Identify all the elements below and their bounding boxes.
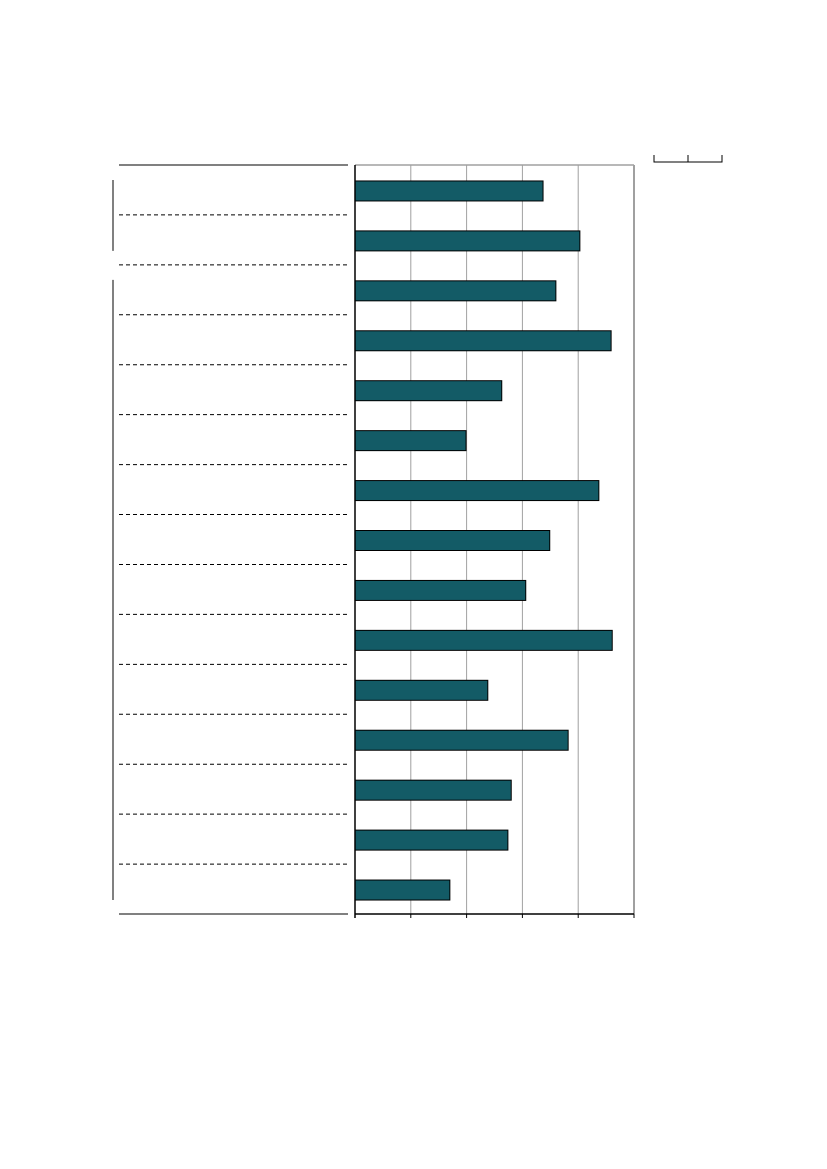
- bar: [354, 530, 551, 551]
- bar: [354, 430, 467, 452]
- bar: [354, 829, 509, 851]
- bar: [354, 180, 544, 202]
- bar: [354, 779, 512, 801]
- bar: [354, 879, 451, 901]
- bar: [354, 280, 557, 302]
- bar: [354, 729, 569, 751]
- bar: [354, 579, 527, 601]
- bar: [354, 480, 600, 502]
- scale-bracket: [653, 155, 723, 163]
- bar: [354, 629, 613, 651]
- bar: [354, 679, 489, 701]
- bar: [354, 230, 581, 252]
- bar: [354, 380, 503, 402]
- bar: [354, 330, 612, 352]
